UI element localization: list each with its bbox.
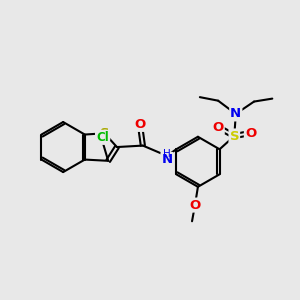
- Text: O: O: [189, 199, 201, 212]
- Text: N: N: [230, 107, 242, 120]
- Text: O: O: [245, 127, 256, 140]
- Text: O: O: [212, 121, 224, 134]
- Text: H: H: [163, 148, 171, 158]
- Text: S: S: [230, 130, 239, 142]
- Text: N: N: [161, 153, 172, 166]
- Text: S: S: [100, 127, 109, 140]
- Text: Cl: Cl: [96, 131, 109, 144]
- Text: O: O: [134, 118, 146, 131]
- Text: Cl: Cl: [96, 131, 109, 144]
